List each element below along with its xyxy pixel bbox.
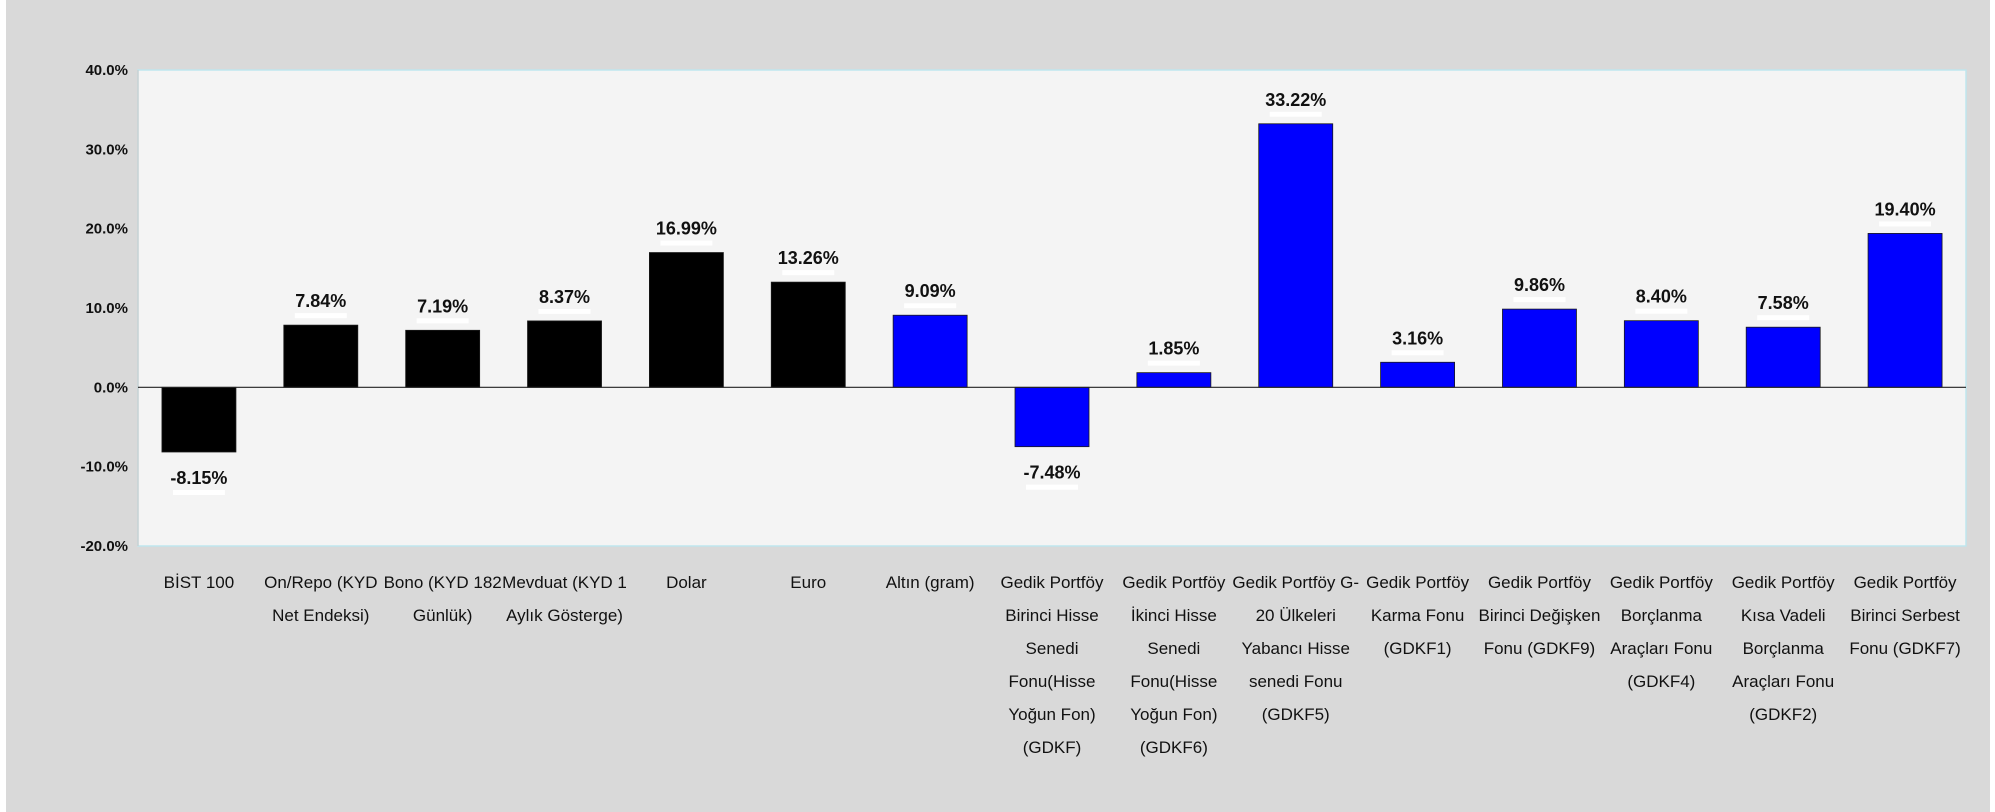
data-label: 33.22% xyxy=(1265,90,1326,110)
x-tick-label: Gedik Portföy Birinci Değişken Fonu (GDKF9… xyxy=(1479,573,1601,658)
data-label-backdrop xyxy=(294,313,347,319)
x-tick-label: Bono (KYD 182 Günlük) xyxy=(384,573,502,625)
data-label: -7.48% xyxy=(1023,463,1080,483)
data-label: 19.40% xyxy=(1875,199,1936,219)
x-tick-label: Gedik Portföy İkinci Hisse Senedi Fonu(Hiss… xyxy=(1122,573,1225,757)
x-tick-label: Dolar xyxy=(666,573,707,592)
y-tick-label: 20.0% xyxy=(85,221,128,238)
x-tick-label: Euro xyxy=(790,573,826,592)
data-labels: -8.15% 7.84% 7.19% 8.37% 16.99% 13.26% 9.09% -7… xyxy=(170,90,1936,495)
data-label-backdrop xyxy=(416,318,469,324)
data-label: 16.99% xyxy=(656,219,717,239)
y-tick-label: 10.0% xyxy=(85,300,128,317)
bar-chart: -20.0% -10.0% 0.0% 10.0% 20.0% 30.0% 40.0% -8.… xyxy=(80,62,1967,757)
data-label-backdrop xyxy=(1026,484,1078,490)
bars xyxy=(161,123,1943,453)
data-label: 7.19% xyxy=(417,296,468,316)
data-label: 7.58% xyxy=(1758,293,1809,313)
y-axis: -20.0% -10.0% 0.0% 10.0% 20.0% 30.0% 40.0% xyxy=(80,62,139,555)
bar xyxy=(405,329,481,388)
data-label: 9.86% xyxy=(1514,275,1565,295)
data-label-backdrop xyxy=(1635,308,1688,314)
x-tick-label: Altın (gram) xyxy=(886,573,975,592)
bar xyxy=(527,320,602,388)
data-label: 13.26% xyxy=(778,248,839,268)
data-label-backdrop xyxy=(660,240,713,246)
x-tick-label: Gedik Portföy Birinci Serbest Fonu (GDKF7) xyxy=(1849,573,1960,658)
bar xyxy=(1745,326,1821,388)
bar xyxy=(1867,233,1943,388)
bar xyxy=(161,386,237,453)
data-label-backdrop xyxy=(172,489,225,495)
data-label-backdrop xyxy=(1147,360,1200,366)
data-label-backdrop xyxy=(782,270,835,276)
data-label: 1.85% xyxy=(1148,339,1199,359)
bar xyxy=(649,252,724,388)
chart-frame: -20.0% -10.0% 0.0% 10.0% 20.0% 30.0% 40.0% -8.… xyxy=(6,0,1990,812)
y-tick-label: 40.0% xyxy=(85,62,128,79)
y-tick-label: -10.0% xyxy=(80,459,128,476)
x-tick-label: Mevduat (KYD 1 Aylık Gösterge) xyxy=(502,573,627,625)
x-tick-label: On/Repo (KYD Net Endeksi) xyxy=(264,573,377,625)
data-label: 7.84% xyxy=(295,291,346,311)
bar xyxy=(770,281,846,388)
x-tick-label: Gedik Portföy Kısa Vadeli Borçlanma Araçlar… xyxy=(1732,573,1835,724)
data-label-backdrop xyxy=(1879,221,1932,227)
bar xyxy=(1136,372,1212,388)
data-label-backdrop xyxy=(1269,111,1322,117)
y-tick-label: 30.0% xyxy=(85,141,128,158)
x-tick-label: Gedik Portföy Borçlanma Araçları Fonu (GDKF… xyxy=(1610,573,1713,691)
x-tick-label: Gedik Portföy Karma Fonu (GDKF1) xyxy=(1366,573,1469,658)
data-label: 8.40% xyxy=(1636,287,1687,307)
data-label: 8.37% xyxy=(539,287,590,307)
data-label-backdrop xyxy=(904,303,957,309)
bar xyxy=(892,314,968,388)
bar xyxy=(283,324,359,388)
y-tick-label: -20.0% xyxy=(80,538,128,555)
bar xyxy=(1014,386,1090,448)
data-label-backdrop xyxy=(1391,350,1444,356)
data-label: -8.15% xyxy=(170,468,227,488)
plot-area xyxy=(137,69,1967,547)
bar xyxy=(1623,320,1699,388)
bar xyxy=(1380,361,1455,388)
data-label-backdrop xyxy=(1513,297,1566,303)
bar xyxy=(1258,123,1334,388)
data-label-backdrop xyxy=(538,308,591,314)
data-label-backdrop xyxy=(1757,315,1810,321)
x-axis: BİST 100 On/Repo (KYD Net Endeksi)Bono (KY… xyxy=(164,573,1961,757)
x-tick-label: Gedik Portföy Birinci Hisse Senedi Fonu(His… xyxy=(1001,573,1104,757)
x-tick-label: BİST 100 xyxy=(164,573,235,592)
bar xyxy=(1502,308,1577,388)
data-label: 3.16% xyxy=(1392,328,1443,348)
data-label: 9.09% xyxy=(905,281,956,301)
x-tick-label: Gedik Portföy G-20 Ülkeleri Yabancı Hisse… xyxy=(1232,573,1359,724)
y-tick-label: 0.0% xyxy=(94,379,128,396)
